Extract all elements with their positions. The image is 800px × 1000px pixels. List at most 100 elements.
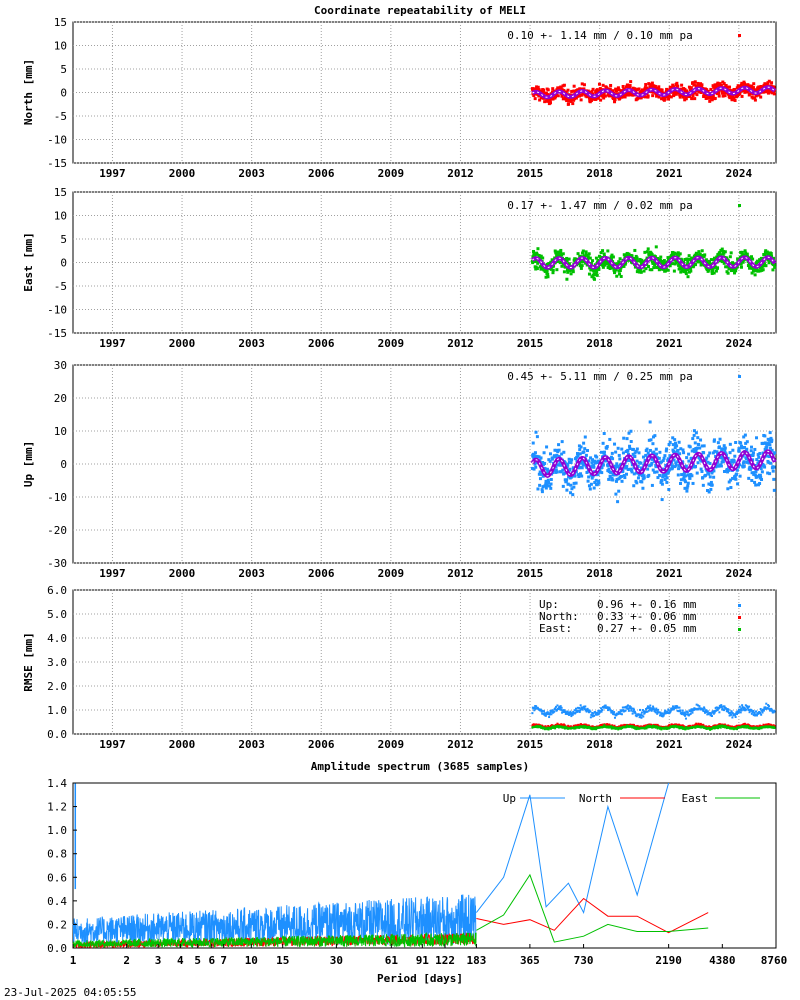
data-point [758,266,762,270]
data-point [707,490,711,494]
data-point [651,468,655,472]
x-tick-label: 61 [385,954,399,967]
data-point [690,449,694,453]
data-point [573,474,577,478]
rmse-point [550,713,553,716]
data-point [623,476,627,480]
y-tick-label: 6.0 [47,584,67,597]
y-tick-label: 1.2 [47,801,67,814]
data-point [679,481,683,485]
rmse-point [546,726,549,729]
y-tick-label: 0 [60,87,67,100]
rmse-point [702,710,705,713]
x-tick-label: 2012 [447,567,474,580]
data-point [558,463,562,467]
data-point [609,83,613,87]
data-point [562,270,566,274]
data-point [723,250,727,254]
y-tick-label: 1.0 [47,704,67,717]
rmse-point [554,707,557,710]
rmse-point [638,716,641,719]
x-tick-label: 2012 [447,167,474,180]
rmse-point [606,723,609,726]
data-point [657,456,661,460]
data-point [727,468,731,472]
y-tick-label: 3.0 [47,656,67,669]
data-point [693,80,697,84]
y-tick-label: 1.4 [47,777,67,790]
rmse-point [648,708,651,711]
data-point [636,464,640,468]
data-point [592,463,596,467]
data-point [665,87,669,91]
rmse-point [583,706,586,709]
legend-stats-up: 0.96 +- 0.16 mm [597,598,697,611]
rmse-point [558,705,561,708]
data-point [536,487,540,491]
rmse-point [716,727,719,730]
data-point [756,453,760,457]
rmse-point [731,712,734,715]
data-point [562,88,566,92]
data-point [767,438,771,442]
data-point [578,452,582,456]
data-point [621,451,625,455]
data-point [758,269,762,273]
y-tick-label: 0.4 [47,895,67,908]
rmse-point [613,711,616,714]
data-point [545,93,549,97]
y-tick-label: -15 [47,157,67,170]
data-point [685,456,689,460]
data-point [709,487,713,491]
rmse-point [725,708,728,711]
x-tick-label: 1997 [99,167,126,180]
data-point [607,477,611,481]
data-point [700,249,704,253]
data-point [652,266,656,270]
data-point [647,438,651,442]
data-point [698,85,702,89]
data-point [634,449,638,453]
data-point [721,249,725,253]
y-tick-label: 0 [60,257,67,270]
data-point [686,481,690,485]
data-point [681,95,685,99]
rmse-point [559,706,562,709]
x-tick-label: 1997 [99,337,126,350]
rmse-point [585,708,588,711]
data-point [662,474,666,478]
data-point [628,444,632,448]
data-point [630,254,634,258]
rmse-point [604,704,607,707]
data-point [630,468,634,472]
rmse-point [692,708,695,711]
data-point [749,466,753,470]
data-point [725,467,729,471]
data-point [614,268,618,272]
data-point [653,434,657,438]
rmse-point [657,724,660,727]
rmse-point [764,706,767,709]
data-point [560,264,564,268]
data-point [580,82,584,86]
data-point [682,260,686,264]
data-point [766,471,770,475]
rmse-point [613,724,616,727]
rmse-point [560,708,563,711]
data-point [699,90,703,94]
data-point [544,486,548,490]
data-point [706,460,710,464]
data-point [561,97,565,101]
data-point [626,258,630,262]
data-point [553,448,557,452]
rmse-point [731,716,734,719]
y-tick-label: 0 [60,458,67,471]
data-point [763,250,767,254]
data-point [539,256,543,260]
x-tick-label: 2021 [656,337,683,350]
y-tick-label: 0.0 [47,728,67,741]
data-point [578,465,582,469]
legend-label-up: Up [503,792,516,805]
data-point [683,98,687,102]
data-point [572,485,576,489]
